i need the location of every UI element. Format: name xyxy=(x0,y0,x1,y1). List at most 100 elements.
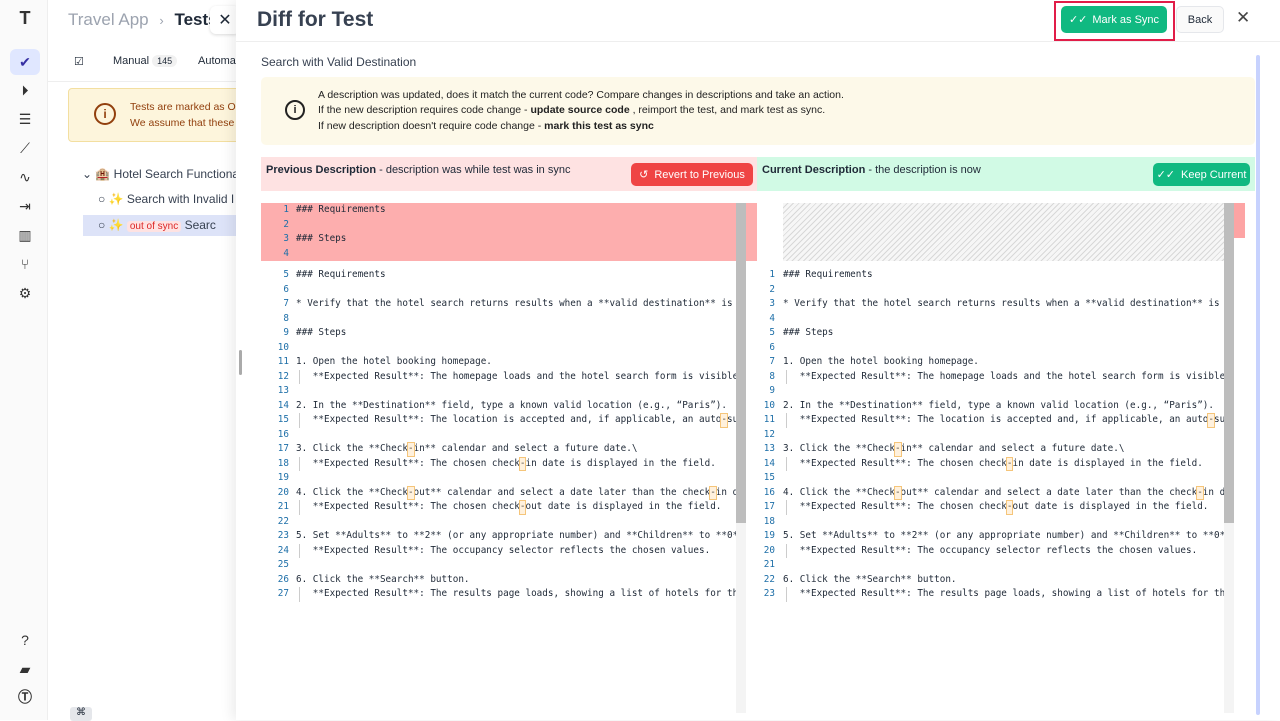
line-number: 3 xyxy=(769,298,775,309)
code-line: 14 2. In the **Destination** field, type … xyxy=(261,399,757,414)
code-line: 26 6. Click the **Search** button. xyxy=(261,573,757,588)
line-text: 3. Click the **Check-in** calendar and s… xyxy=(296,443,638,454)
branch-icon[interactable]: ⑂ xyxy=(20,256,30,272)
line-number: 1 xyxy=(283,204,289,215)
button-label: Mark as Sync xyxy=(1092,13,1160,26)
tests-page: Travel App › Tests ✕ ☑ Manual 145 Automa… xyxy=(48,0,248,720)
line-content xyxy=(783,384,1224,399)
line-content xyxy=(296,312,736,327)
line-number: 15 xyxy=(277,414,289,425)
line-text: 4. Click the **Check-out** calendar and … xyxy=(783,486,1224,498)
update-source-code-link[interactable]: update source code xyxy=(530,104,630,116)
line-text: ### Requirements xyxy=(296,269,386,280)
code-line: 4 xyxy=(261,246,757,261)
info-text: If new description doesn't require code … xyxy=(318,120,654,132)
tab-automated[interactable]: Automa xyxy=(198,55,236,67)
tree-test-selected[interactable]: ○ ✨ out of sync Searc xyxy=(83,215,248,236)
code-line: 8 xyxy=(261,312,757,327)
page-title: Diff for Test xyxy=(257,8,374,31)
steps-icon[interactable]: ⟋ xyxy=(20,139,30,156)
line-text: 1. Open the hotel booking homepage. xyxy=(783,356,979,367)
indent-guide xyxy=(298,587,300,602)
line-number: 13 xyxy=(277,385,289,396)
list-check-icon[interactable]: ☰ xyxy=(18,110,32,127)
line-content: **Expected Result**: The chosen check-ou… xyxy=(296,500,736,515)
line-content: **Expected Result**: The occupancy selec… xyxy=(783,543,1224,558)
gear-icon[interactable]: ⚙ xyxy=(18,284,32,301)
test-label: Search with Invalid I xyxy=(126,192,235,206)
warning-banner: i Tests are marked as O We assume that t… xyxy=(68,88,248,142)
line-content xyxy=(296,341,736,356)
import-icon[interactable]: ⇥ xyxy=(19,197,31,214)
previous-description-header: Previous Description - description was w… xyxy=(261,157,757,191)
tree-test[interactable]: ○ ✨ Search with Invalid I xyxy=(98,192,235,206)
code-line: 6 xyxy=(757,341,1255,356)
logo-icon[interactable]: T xyxy=(19,7,31,28)
highlight-outline xyxy=(1054,1,1175,41)
indent-guide xyxy=(785,413,787,428)
code-line: 21 **Expected Result**: The chosen check… xyxy=(261,500,757,515)
code-line: 4 xyxy=(757,312,1255,327)
breadcrumb-project[interactable]: Travel App xyxy=(68,10,149,29)
resize-handle[interactable] xyxy=(239,350,242,375)
indent-guide xyxy=(298,369,300,384)
scrollbar-thumb[interactable] xyxy=(736,203,746,523)
code-line: 27 **Expected Result**: The results page… xyxy=(261,587,757,602)
play-icon[interactable]: ⏵ xyxy=(21,81,29,98)
tab-manual[interactable]: Manual 145 xyxy=(113,55,178,67)
tree-suite[interactable]: ⌄ 🏨 Hotel Search Functiona xyxy=(82,167,240,181)
info-icon: i xyxy=(94,103,116,125)
chart-icon[interactable]: ▥ xyxy=(18,226,32,243)
info-text: A description was updated, does it match… xyxy=(318,89,844,101)
line-number: 6 xyxy=(283,283,289,295)
tests-icon[interactable]: ☑ xyxy=(74,56,84,68)
close-icon[interactable]: ✕ xyxy=(210,6,240,34)
command-shortcut[interactable]: ⌘ xyxy=(70,707,92,721)
line-text: 5. Set **Adults** to **2** (or any appro… xyxy=(296,530,736,541)
scrollbar-thumb[interactable] xyxy=(1224,203,1234,523)
line-text: 4. Click the **Check-out** calendar and … xyxy=(296,486,736,498)
line-number: 11 xyxy=(277,356,289,367)
folder-icon[interactable]: ▰ xyxy=(19,660,31,677)
line-content: 2. In the **Destination** field, type a … xyxy=(296,399,736,414)
code-line: 19 xyxy=(261,471,757,486)
line-text: ### Requirements xyxy=(783,269,873,280)
line-text: **Expected Result**: The results page lo… xyxy=(296,588,736,599)
line-content xyxy=(783,341,1224,356)
undo-icon: ↺ xyxy=(639,169,649,181)
scrollbar[interactable] xyxy=(1224,203,1234,713)
line-number: 1 xyxy=(769,269,775,280)
line-content: **Expected Result**: The homepage loads … xyxy=(783,369,1224,384)
back-button[interactable]: Back xyxy=(1176,6,1224,33)
line-content: ### Steps xyxy=(783,326,1224,341)
out-of-sync-badge: out of sync xyxy=(126,221,182,232)
line-number: 17 xyxy=(277,443,289,454)
suite-label: Hotel Search Functiona xyxy=(113,167,240,181)
mark-sync-link[interactable]: mark this test as sync xyxy=(544,120,654,132)
drawer-scrollbar[interactable] xyxy=(1256,55,1260,715)
line-content xyxy=(296,218,736,233)
indent-guide xyxy=(785,456,787,471)
drawer-header: Diff for Test ✓✓ Mark as Sync Back ✕ xyxy=(236,0,1280,42)
test-name: Search with Valid Destination xyxy=(261,55,417,69)
line-number: 21 xyxy=(277,501,289,512)
line-text: 2. In the **Destination** field, type a … xyxy=(783,399,1214,411)
diff-overview-marker xyxy=(1234,203,1245,238)
line-number: 4 xyxy=(283,247,289,259)
mark-as-sync-button[interactable]: ✓✓ Mark as Sync xyxy=(1061,6,1167,33)
close-icon[interactable]: ✕ xyxy=(1236,8,1251,27)
line-content: **Expected Result**: The chosen check-ou… xyxy=(783,500,1224,515)
pane-desc: - description was while test was in sync xyxy=(376,164,571,176)
line-content: ### Steps xyxy=(296,326,736,341)
check-icon[interactable]: ✔ xyxy=(10,49,40,75)
previous-code-editor[interactable]: 27 **Expected Result**: The results page… xyxy=(261,203,757,713)
current-code-editor[interactable]: 23 **Expected Result**: The results page… xyxy=(757,203,1255,713)
keep-current-button[interactable]: ✓✓ Keep Current xyxy=(1153,163,1250,186)
pulse-icon[interactable]: ∿ xyxy=(19,168,31,185)
indent-guide xyxy=(298,456,300,471)
line-content xyxy=(783,428,1224,443)
revert-to-previous-button[interactable]: ↺ Revert to Previous xyxy=(631,163,753,186)
help-icon[interactable]: ? xyxy=(21,632,29,648)
profile-icon[interactable]: Ⓣ xyxy=(18,689,32,705)
scrollbar[interactable] xyxy=(736,203,746,713)
